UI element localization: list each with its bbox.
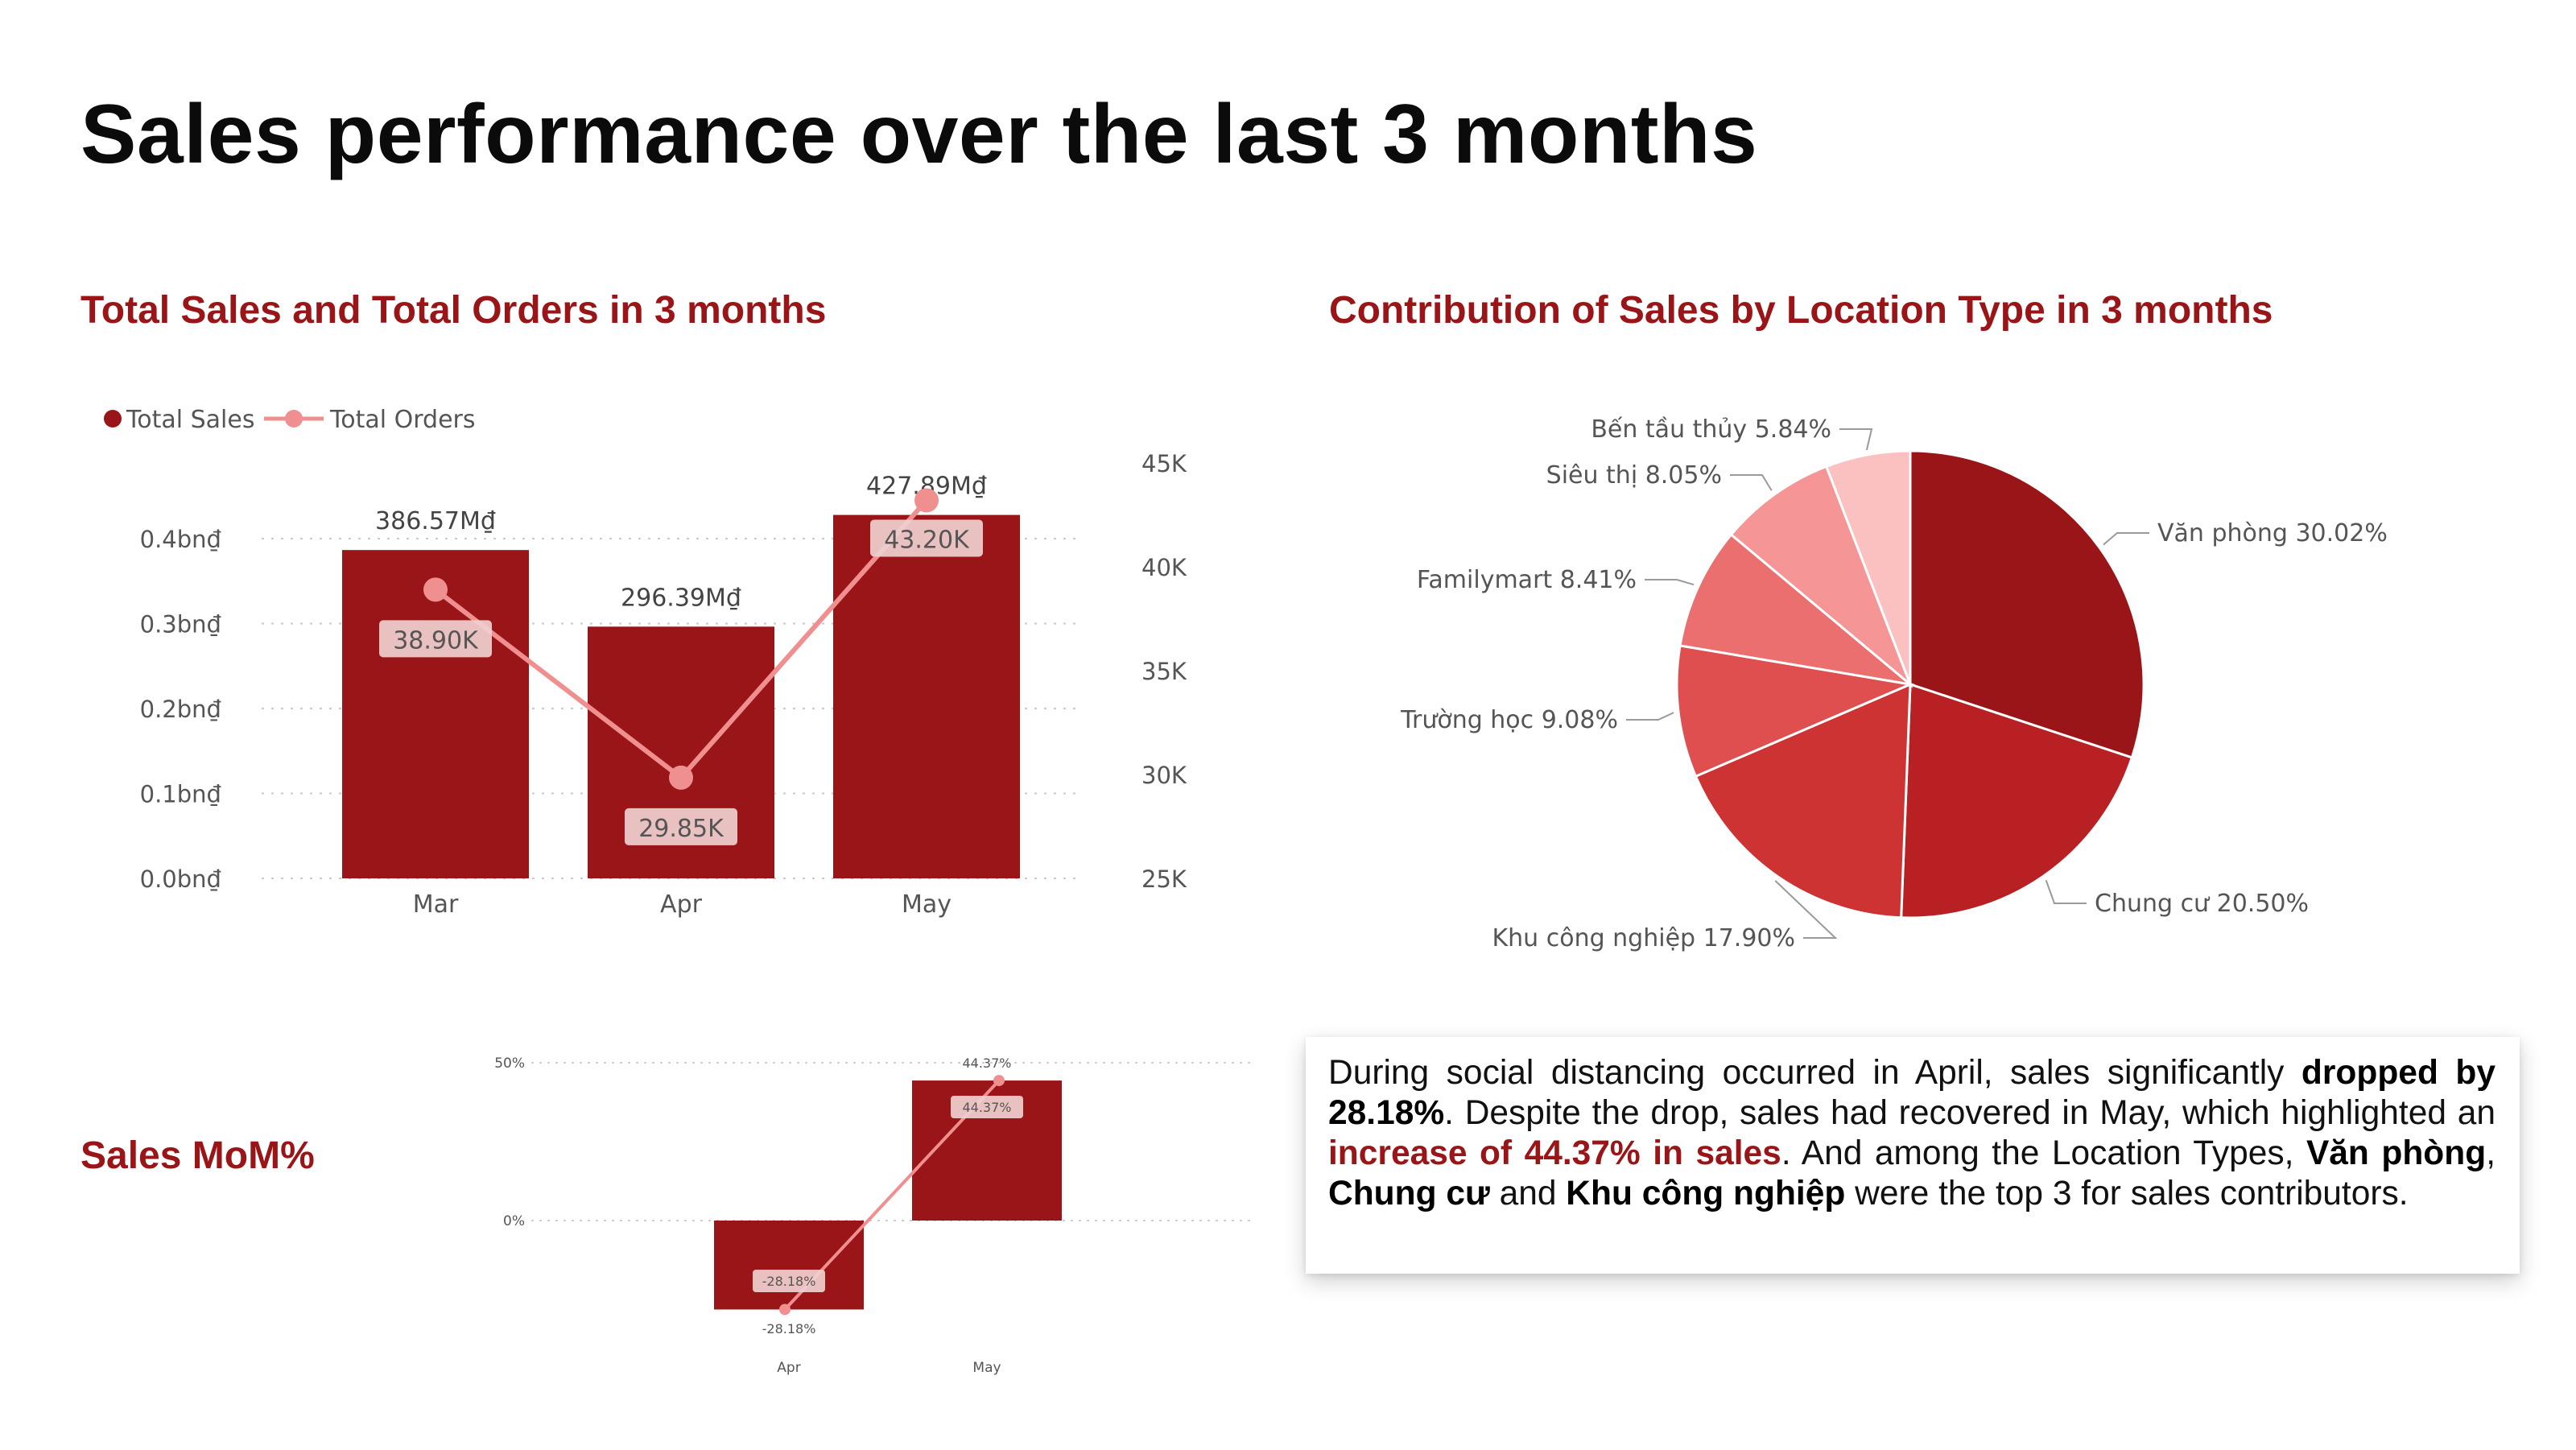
insight-bold-van-phong: Văn phòng [2306,1134,2487,1172]
pie-slice-label: Familymart 8.41% [1417,566,1637,594]
y-left-tick-label: 0.1bn₫ [140,781,221,808]
insight-segment: . Despite the drop, sales had recovered … [1444,1094,2496,1132]
line-data-label: 29.85K [638,815,724,843]
x-tick-label: Apr [660,890,703,919]
sales-mom-chart: 50% 0% Apr May -28.18% -28.18% 44.37% 44.37% [494,1055,1256,1376]
y-right-tick-label: 40K [1141,554,1187,581]
mom-line-label-bg [753,1270,825,1292]
x-tick-label: Mar [413,890,459,919]
line-data-label: 43.20K [884,526,970,554]
mom-line-label: 44.37% [962,1100,1011,1115]
insight-text: During social distancing occurred in Apr… [1328,1053,2496,1214]
pie-slice [1900,682,2134,919]
bar-total-sales [833,514,1020,878]
pie-chart-title: Contribution of Sales by Location Type i… [1329,289,2273,332]
pie-leader-line [1645,579,1695,586]
mom-x-tick-label: May [972,1360,1001,1376]
pie-leader-line [2103,532,2149,546]
mom-line-label-bg [951,1096,1023,1118]
pie-slice-label: Bến tầu thủy 5.84% [1591,415,1831,444]
pie-leader-line [1774,880,1838,939]
line-point-total-orders [914,488,939,513]
pie-slice [1729,465,1913,688]
legend-orders-label: Total Orders [329,406,475,434]
insight-segment: During social distancing occurred in Apr… [1328,1054,2301,1092]
combo-chart-title: Total Sales and Total Orders in 3 months [80,289,827,332]
mom-chart-title: Sales MoM% [80,1134,315,1177]
mom-trend-point [993,1075,1005,1087]
pie-slice-label: Chung cư 20.50% [2095,890,2309,918]
y-right-tick-label: 30K [1141,762,1187,789]
mom-x-tick-label: Apr [777,1360,800,1376]
line-data-label-bg [625,808,737,845]
insight-card: During social distancing occurred in Apr… [1306,1037,2520,1274]
insight-segment: , [2486,1134,2496,1172]
location-type-pie-chart: Văn phòng 30.02% Chung cư 20.50% Khu công … [1400,415,2388,952]
pie-leader-line [1839,428,1873,451]
legend-sales-marker [104,410,122,428]
line-data-label-bg [870,519,983,557]
pie-slice-label: Khu công nghiệp 17.90% [1492,924,1795,952]
pie-slice [1909,449,2145,759]
mom-bar [714,1221,864,1310]
y-left-tick-label: 0.2bn₫ [140,696,221,723]
pie-slice [1678,532,1915,687]
mom-trend-point [779,1303,791,1316]
line-point-total-orders [669,765,693,790]
legend-sales-label: Total Sales [126,406,254,434]
line-point-total-orders [423,577,448,602]
mom-line-label: -28.18% [762,1274,816,1289]
pie-slice [1824,449,1912,685]
insight-bold-drop: dropped by 28.18% [1328,1054,2496,1132]
mom-y-tick-label: 50% [494,1055,525,1072]
mom-y-tick-label: 0% [503,1213,525,1229]
insight-segment: and [1489,1175,1567,1212]
bar-data-label: 386.57M₫ [375,507,496,535]
pie-leader-line [2045,879,2087,904]
pie-slice [1694,682,1912,919]
pie-leader-line [1626,712,1674,721]
legend-orders-marker [285,410,303,428]
insight-segment: . And among the Location Types, [1781,1134,2306,1172]
pie-slice-label: Văn phòng 30.02% [2157,519,2388,547]
pie-leader-line [1730,474,1773,491]
page-title: Sales performance over the last 3 months [80,88,1758,181]
insight-bold-khu-cong-nghiep: Khu công nghiệp [1566,1175,1846,1212]
line-data-label-bg [379,620,492,658]
y-left-tick-label: 0.4bn₫ [140,526,221,553]
insight-bold-chung-cu: Chung cư [1328,1175,1490,1212]
y-right-tick-label: 35K [1141,658,1187,685]
mom-bar-label: 44.37% [962,1055,1011,1071]
x-tick-label: May [902,890,952,919]
insight-highlight-increase: increase of 44.37% in sales [1328,1134,1781,1172]
pie-slice-label: Siêu thị 8.05% [1546,461,1722,490]
y-right-tick-label: 25K [1141,865,1187,893]
pie-slice [1675,644,1915,779]
y-right-tick-label: 45K [1141,450,1187,477]
pie-slice-label: Trường học 9.08% [1400,706,1618,734]
line-data-label: 38.90K [393,626,479,655]
y-left-tick-label: 0.3bn₫ [140,611,221,638]
sales-orders-combo-chart: Total Sales Total Orders 0.0bn₫ 0.1bn₫ 0.2bn… [104,406,1187,919]
mom-bar-label: -28.18% [762,1321,816,1336]
insight-segment: were the top 3 for sales contributors. [1845,1175,2409,1212]
bar-data-label: 296.39M₫ [621,584,741,612]
bar-total-sales [342,550,529,878]
y-left-tick-label: 0.0bn₫ [140,865,221,893]
